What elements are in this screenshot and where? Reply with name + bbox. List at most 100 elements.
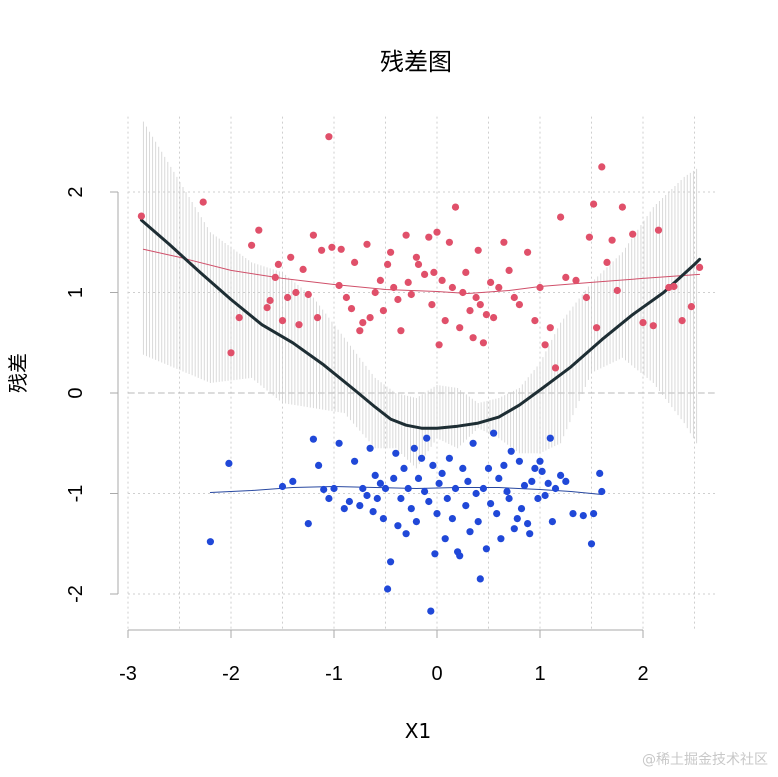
lower-point	[448, 515, 456, 523]
lower-point	[414, 474, 423, 482]
lower-point	[557, 471, 565, 479]
upper-point	[472, 293, 480, 302]
lower-point	[510, 525, 518, 533]
data-points	[137, 133, 704, 615]
upper-point	[263, 304, 271, 312]
upper-point	[585, 233, 594, 241]
lower-point	[459, 464, 467, 472]
lower-point	[392, 449, 400, 457]
lower-point	[528, 477, 536, 485]
y-tick-label: 0	[65, 387, 87, 398]
upper-point	[137, 212, 145, 220]
upper-point	[441, 317, 449, 325]
upper-point	[390, 283, 398, 292]
lower-point	[402, 530, 410, 538]
lower-point	[531, 464, 539, 472]
lower-point	[438, 469, 446, 477]
lower-point	[423, 434, 431, 442]
lower-point	[412, 518, 420, 526]
upper-point	[541, 341, 549, 349]
upper-point	[351, 258, 359, 266]
lower-point	[225, 459, 233, 467]
lower-point	[431, 550, 439, 558]
lower-point	[482, 545, 490, 553]
lower-point	[429, 461, 437, 469]
axes: -3 -2 -1 0 1 2 -2 -1 0 1 2	[65, 186, 649, 685]
lower-point	[278, 482, 287, 491]
lower-point	[289, 477, 297, 485]
lower-point	[363, 491, 371, 500]
chart-title: 残差图	[380, 48, 452, 76]
upper-point	[466, 307, 474, 315]
lower-point	[443, 494, 451, 503]
lower-point	[340, 505, 348, 513]
upper-point	[255, 226, 263, 234]
upper-point	[199, 198, 207, 206]
upper-point	[531, 317, 539, 325]
lower-point	[390, 474, 398, 482]
upper-point	[292, 288, 300, 297]
lower-point	[484, 464, 493, 472]
upper-point	[295, 321, 303, 329]
lower-point	[536, 457, 544, 465]
upper-point	[546, 324, 554, 332]
lower-point	[579, 511, 587, 520]
lower-point	[562, 477, 570, 485]
lower-point	[320, 485, 328, 494]
upper-point	[325, 133, 333, 141]
upper-point	[639, 319, 647, 327]
lower-point	[503, 487, 511, 496]
upper-point	[510, 293, 518, 302]
lower-point	[315, 461, 323, 469]
upper-point	[430, 268, 438, 276]
upper-point	[271, 273, 279, 281]
lower-point	[397, 494, 405, 503]
upper-point	[608, 236, 616, 244]
upper-point	[433, 228, 441, 236]
lower-point	[590, 509, 598, 518]
lower-point	[493, 509, 501, 518]
lower-point	[517, 505, 526, 513]
upper-point	[696, 263, 704, 271]
lower-point	[495, 474, 503, 482]
lower-point	[546, 434, 554, 442]
lower-point	[407, 505, 415, 513]
upper-point	[536, 283, 544, 292]
upper-point	[359, 319, 367, 327]
upper-point	[505, 266, 513, 274]
lower-point	[206, 538, 214, 546]
upper-point	[428, 301, 436, 309]
upper-point	[462, 268, 470, 276]
upper-point	[412, 253, 420, 261]
y-tick-label: 1	[65, 287, 87, 298]
lower-point	[526, 530, 534, 538]
upper-point	[313, 314, 322, 322]
x-axis-title: X1	[405, 719, 431, 743]
y-axis-title: 残差	[6, 353, 30, 393]
lower-point	[330, 484, 338, 493]
upper-point	[356, 327, 364, 335]
lower-point	[474, 518, 482, 526]
lower-point	[427, 607, 435, 615]
upper-point	[309, 231, 317, 239]
upper-point	[515, 301, 524, 309]
lower-point	[410, 444, 418, 452]
lower-point	[425, 497, 433, 506]
lower-point	[345, 497, 353, 506]
upper-point	[376, 276, 384, 284]
upper-point	[304, 290, 312, 299]
lower-point	[381, 484, 390, 493]
upper-point	[404, 278, 412, 286]
lower-point	[466, 528, 474, 536]
lower-point	[371, 471, 379, 479]
lower-point	[456, 552, 464, 560]
lower-point	[548, 518, 557, 526]
upper-point	[603, 258, 611, 266]
upper-point	[445, 238, 453, 246]
upper-point	[337, 245, 345, 253]
upper-point	[425, 233, 433, 241]
upper-point	[387, 248, 395, 256]
lower-point	[538, 467, 546, 475]
upper-point	[435, 341, 443, 349]
upper-point	[557, 213, 565, 221]
